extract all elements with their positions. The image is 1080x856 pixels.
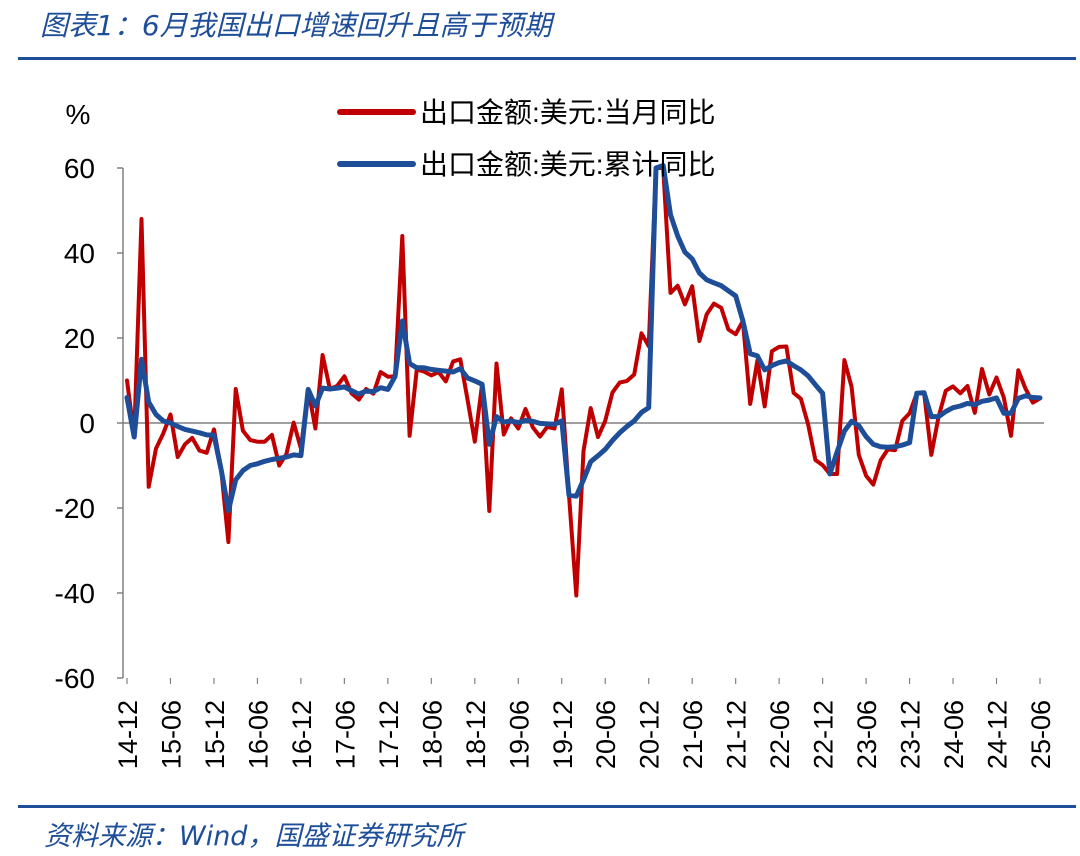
bottom-divider — [18, 805, 1076, 808]
line-chart: 60 40 20 0 -20 -40 -60% 14-12 15-06 15-12 16-06 16-… — [55, 97, 1056, 769]
x-tick-label: 25-06 — [1026, 700, 1056, 769]
y-axis-unit: % — [66, 99, 91, 130]
x-tick-label: 23-12 — [896, 700, 926, 769]
legend-label: 出口金额:美元:累计同比 — [420, 149, 716, 180]
x-tick-label: 23-06 — [852, 700, 882, 769]
x-tick-label: 19-12 — [548, 700, 578, 769]
x-tick-label: 15-12 — [200, 700, 230, 769]
y-tick-label: 20 — [64, 323, 95, 354]
figure-title: 图表1：6月我国出口增速回升且高于预期 — [40, 9, 552, 42]
x-tick-label: 20-12 — [635, 700, 665, 769]
x-tick-label: 16-06 — [243, 700, 273, 769]
y-tick-label: -60 — [55, 663, 95, 694]
x-tick-label: 18-12 — [461, 700, 491, 769]
y-tick-label: 0 — [79, 408, 95, 439]
series-line-cumulative-yoy — [124, 163, 1043, 514]
y-tick-label: 40 — [64, 238, 95, 269]
y-tick-label: -40 — [55, 578, 95, 609]
x-tick-label: 20-06 — [591, 700, 621, 769]
top-divider — [18, 57, 1076, 60]
source-note: 资料来源：Wind，国盛证券研究所 — [44, 821, 464, 852]
x-tick-label: 16-12 — [287, 700, 317, 769]
x-tick-label: 17-12 — [374, 700, 404, 769]
x-tick-label: 14-12 — [113, 700, 143, 769]
series-line-monthly-yoy — [125, 166, 1042, 598]
x-tick-label: 21-12 — [722, 700, 752, 769]
x-tick-label: 21-06 — [678, 700, 708, 769]
x-tick-label: 24-06 — [939, 700, 969, 769]
y-tick-label: -20 — [55, 493, 95, 524]
y-tick-label: 60 — [64, 153, 95, 184]
x-tick-label: 24-12 — [983, 700, 1013, 769]
legend-label: 出口金额:美元:当月同比 — [420, 97, 716, 128]
x-tick-label: 22-12 — [809, 700, 839, 769]
x-tick-label: 15-06 — [156, 700, 186, 769]
x-tick-label: 22-06 — [765, 700, 795, 769]
x-tick-label: 18-06 — [417, 700, 447, 769]
x-tick-label: 19-06 — [504, 700, 534, 769]
x-tick-label: 17-06 — [330, 700, 360, 769]
